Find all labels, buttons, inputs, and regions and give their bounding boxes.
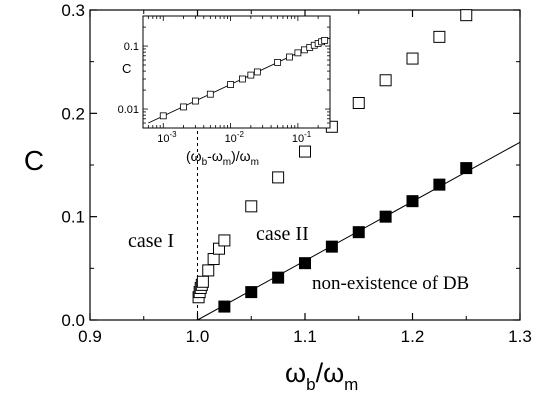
open-square-point [406,52,419,65]
y-tick-label: 0.2 [61,104,85,123]
inset-open-square-point [191,97,199,105]
open-square-point [352,97,365,109]
open-square-point [207,253,220,266]
filled-square-point [245,286,258,299]
inset-open-square-point [247,71,255,79]
open-square-point [196,275,209,288]
open-square-point [433,30,446,43]
svg-text:(ωb-ωm)/ωm: (ωb-ωm)/ωm [186,148,259,168]
filled-square-point [272,271,285,284]
inset-open-square-point [180,103,187,111]
main-tick-labels: 0.9 1.0 1.1 1.2 1.3 0.0 0.1 0.2 0.3 [61,1,531,346]
inset-data-marks [159,36,329,120]
open-square-point [299,145,311,158]
open-square-point [245,200,258,213]
main-data-marks [192,9,473,313]
main-xlabel: ωb/ωm [285,358,358,394]
inset-open-square-point [206,90,214,98]
inset-x-tick-label: 10-3 [157,130,177,145]
filled-square-point [352,226,365,239]
inset-plot-frame [142,15,331,129]
inset-axis-ticks [142,16,330,129]
annotation-case-ii: case II [256,223,309,245]
svg-text:ωb/ωm: ωb/ωm [285,358,358,394]
open-square-point [379,74,392,87]
inset-open-square-point [239,75,246,83]
filled-square-point [379,210,392,223]
annotation-non-existence: non-existence of DB [312,273,469,294]
main-ylabel: C [24,145,44,176]
inset-open-square-point [294,49,302,57]
x-tick-label: 1.1 [293,327,317,346]
inset-x-tick-label: 10-2 [225,130,245,145]
inset-x-tick-label: 10-1 [292,130,312,145]
filled-square-point [460,162,473,175]
y-tick-label: 0.1 [61,208,85,227]
inset-open-square-point [321,36,329,44]
filled-square-point [325,240,338,253]
x-tick-label: 0.9 [78,327,102,346]
inset-ylabel: C [122,61,131,76]
inset-open-square-point [274,59,282,66]
inset-xlabel: (ωb-ωm)/ωm [186,148,259,168]
y-tick-label: 0.0 [61,311,85,330]
filled-square-point [299,257,311,270]
x-tick-label: 1.0 [186,327,210,346]
open-square-point [272,171,285,184]
y-tick-label: 0.3 [61,1,85,20]
x-tick-label: 1.3 [508,327,532,346]
open-square-point [202,264,215,277]
filled-square-point [406,195,419,208]
open-square-point [218,234,231,247]
filled-square-point [433,178,446,191]
inset-open-square-point [286,53,293,61]
x-tick-label: 1.2 [401,327,425,346]
inset-open-square-point [159,112,167,120]
open-square-point [460,9,473,22]
inset-open-square-point [253,68,261,76]
inset-open-square-point [227,81,234,88]
annotation-case-i: case I [128,230,174,252]
inset-y-tick-label: 0.01 [118,104,139,116]
inset-tick-labels: 10-3 10-2 10-1 0.01 0.1 [118,41,312,145]
inset-y-tick-label: 0.1 [124,41,139,53]
filled-square-point [218,300,231,313]
